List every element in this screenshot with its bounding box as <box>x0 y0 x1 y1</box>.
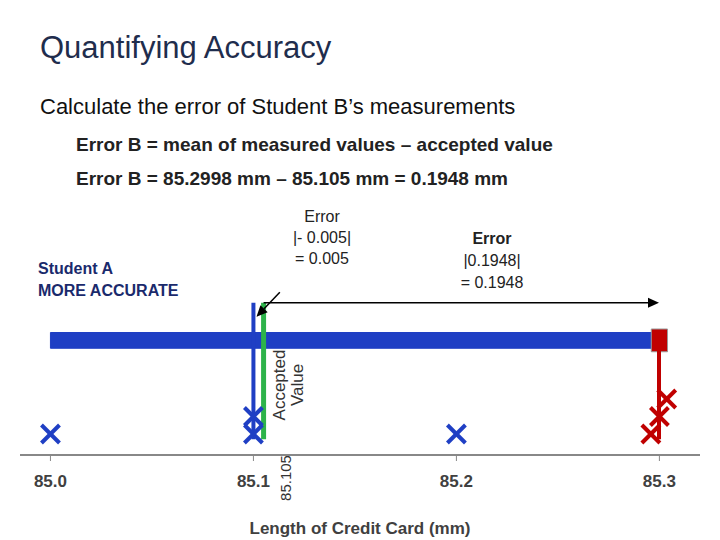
html-text:= 0.1948: = 0.1948 <box>460 274 524 291</box>
svg-text:85.2: 85.2 <box>440 472 473 491</box>
svg-text:85.0: 85.0 <box>34 472 67 491</box>
html-text:Quantifying Accuracy: Quantifying Accuracy <box>40 30 332 65</box>
svg-text:85.105: 85.105 <box>277 455 294 501</box>
html-text:Error: Error <box>304 208 340 225</box>
html-text:Calculate the error of Student: Calculate the error of Student B’s measu… <box>40 94 516 119</box>
html-text:Student A: Student A <box>38 260 113 277</box>
html-text:= 0.005: = 0.005 <box>295 250 349 267</box>
html-text:MORE ACCURATE: MORE ACCURATE <box>38 282 179 299</box>
svg-text:Value: Value <box>288 364 307 406</box>
svg-text:Accepted: Accepted <box>270 350 289 421</box>
html-text:|0.1948|: |0.1948| <box>463 252 521 269</box>
svg-text:Length of Credit Card (mm): Length of Credit Card (mm) <box>250 519 471 538</box>
html-text:Error: Error <box>472 230 512 247</box>
html-text:|- 0.005|: |- 0.005| <box>292 229 352 246</box>
html-text:Error B = mean of measured val: Error B = mean of measured values – acce… <box>76 134 553 155</box>
svg-text:85.3: 85.3 <box>643 472 676 491</box>
html-text:Error B = 85.2998 mm – 85.105: Error B = 85.2998 mm – 85.105 mm = 0.194… <box>76 168 508 189</box>
svg-text:85.1: 85.1 <box>237 472 270 491</box>
